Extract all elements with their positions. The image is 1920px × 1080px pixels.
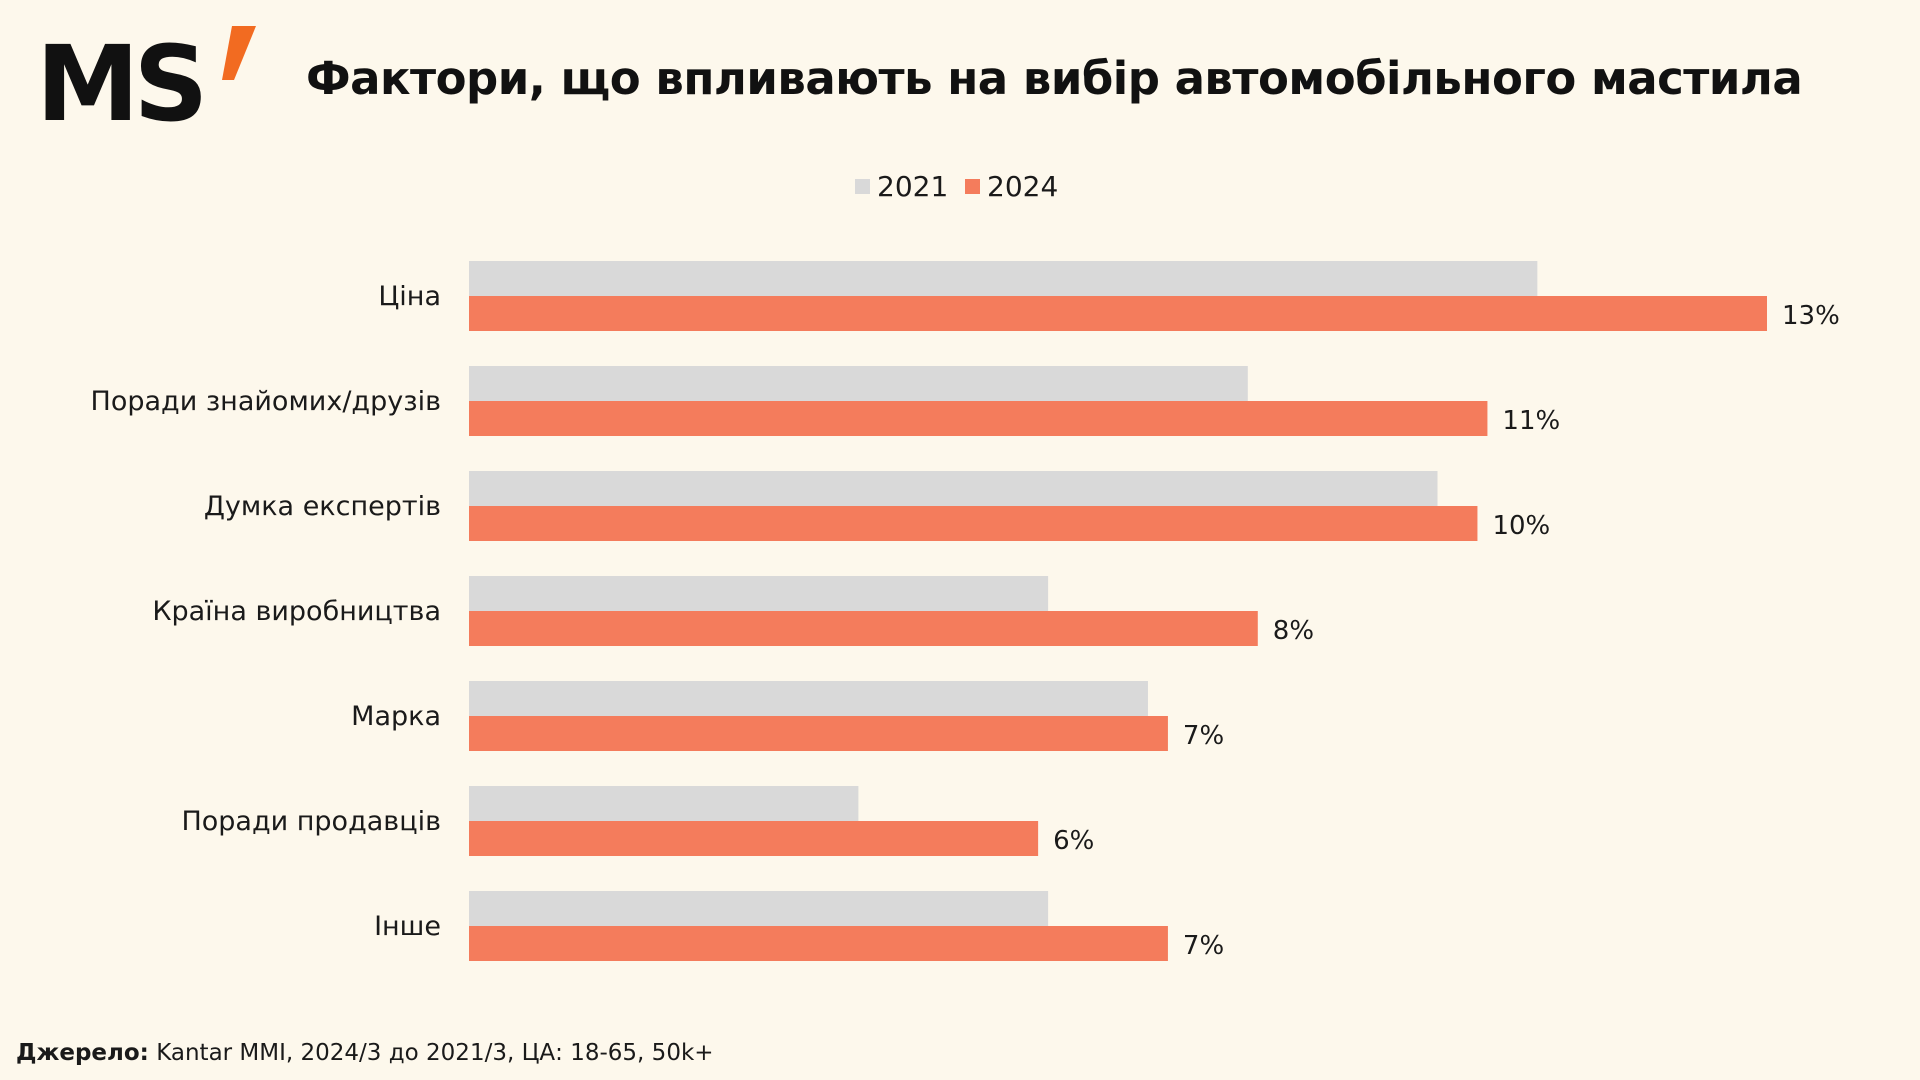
value-label-2024: 7% [1183,721,1224,751]
legend-label-2024: 2024 [987,170,1058,203]
bar-2021 [469,576,1049,611]
bar-2024 [469,926,1168,961]
logo-text: MS [36,24,202,124]
bar-2024 [469,506,1478,541]
category-label: Інше [374,911,441,942]
category-label: Думка експертів [204,491,441,522]
bar-2021 [469,786,859,821]
value-label-2024: 13% [1782,301,1840,331]
category-label: Марка [351,701,441,732]
source-note: Джерело: Kantar MMI, 2024/3 до 2021/3, Ц… [16,1040,714,1066]
bar-2021 [469,681,1148,716]
category-label: Поради знайомих/друзів [91,386,441,417]
legend: 2021 2024 [855,170,1058,203]
source-label: Джерело: [16,1040,149,1066]
bar-2024 [469,401,1488,436]
source-text: Kantar MMI, 2024/3 до 2021/3, ЦА: 18-65,… [156,1040,714,1066]
category-labels: Ціна Поради знайомих/друзів Думка експерті… [91,281,441,942]
bar-2024 [469,821,1039,856]
value-label-2024: 11% [1502,406,1560,436]
value-labels: 13% 11% 10% 8% 7% 6% 7% [1053,301,1840,961]
bar-2021 [469,366,1248,401]
category-label: Країна виробництва [152,596,441,627]
bar-2021 [469,891,1049,926]
legend-label-2021: 2021 [877,170,948,203]
bar-2024 [469,296,1767,331]
value-label-2024: 10% [1492,511,1550,541]
bar-2021 [469,471,1438,506]
bars [469,261,1767,961]
ms-logo: MS [36,24,256,124]
legend-swatch-2024 [965,179,980,194]
chart-title: Фактори, що впливають на вибір автомобіл… [306,52,1803,105]
value-label-2024: 6% [1053,826,1094,856]
legend-swatch-2021 [855,179,870,194]
bar-2024 [469,716,1168,751]
bar-2021 [469,261,1538,296]
category-label: Поради продавців [181,806,441,837]
logo-apostrophe-mark [222,26,256,80]
value-label-2024: 7% [1183,931,1224,961]
category-label: Ціна [378,281,441,312]
bar-2024 [469,611,1258,646]
value-label-2024: 8% [1273,616,1314,646]
